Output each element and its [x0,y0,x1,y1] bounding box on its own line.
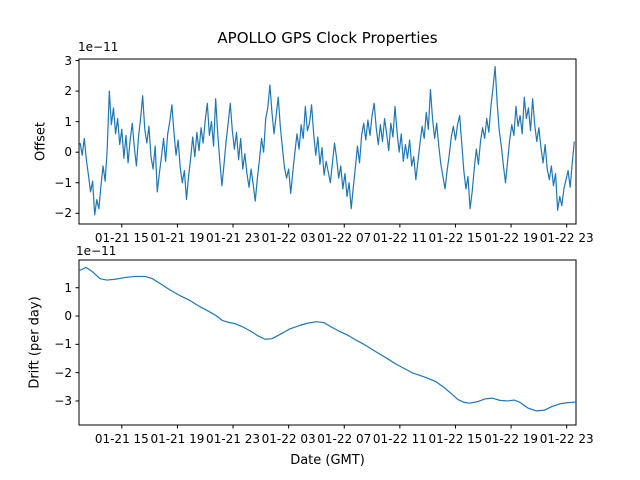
x-tick-label: 01-21 23 [206,231,261,245]
x-tick-label: 01-21 15 [94,231,149,245]
y-tick-label: −2 [54,365,72,380]
x-tick-label: 01-22 07 [317,432,372,446]
y-tick-label: 2 [64,84,72,99]
x-tick-label: 01-22 15 [428,432,483,446]
y-tick-label: 1 [64,280,72,295]
x-tick-label: 01-22 19 [484,432,539,446]
x-tick-label: 01-22 07 [317,231,372,245]
y-tick-label: 3 [64,53,72,68]
series-drift [78,266,577,412]
chart-title: APOLLO GPS Clock Properties [217,29,438,47]
x-tick-label: 01-21 19 [150,231,205,245]
x-tick-label: 01-22 23 [539,231,594,245]
series-offset [79,66,575,216]
axes-frame [78,58,577,225]
y-tick-label: −2 [54,206,72,221]
x-tick-label: 01-22 03 [261,231,316,245]
x-tick-label: 01-21 23 [206,432,261,446]
x-tick-label: 01-22 15 [428,231,483,245]
x-tick-label: 01-22 03 [261,432,316,446]
y-axis-scale-bottom: 1e−11 [76,244,117,258]
y-tick-label: −1 [54,175,72,190]
x-tick-label: 01-21 19 [150,432,205,446]
x-tick-label: 01-21 15 [94,432,149,446]
y-tick-label: 0 [64,145,72,160]
y-tick-label: −3 [54,393,72,408]
y-tick-label: 1 [64,114,72,129]
x-tick-label: 01-22 11 [372,432,427,446]
y-tick-label: −1 [54,337,72,352]
x-tick-label: 01-22 19 [484,231,539,245]
x-axis-label: Date (GMT) [290,453,365,468]
axes-frame [78,259,577,426]
x-tick-label: 01-22 23 [539,432,594,446]
x-tick-label: 01-22 11 [372,231,427,245]
y-axis-scale-top: 1e−11 [78,40,119,54]
y-tick-label: 0 [64,309,72,324]
